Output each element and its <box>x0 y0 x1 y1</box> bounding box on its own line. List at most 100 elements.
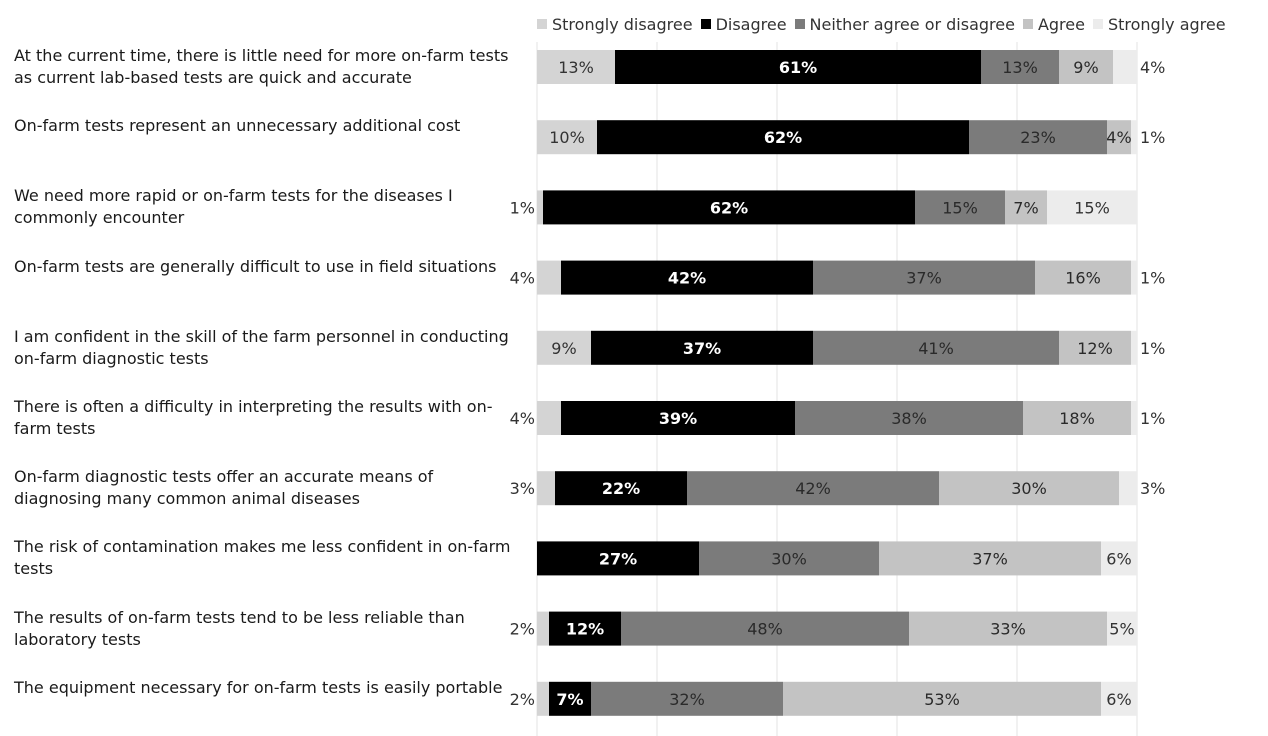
data-label: 7% <box>1013 198 1038 217</box>
data-label: 9% <box>1073 58 1098 77</box>
data-label: 2% <box>510 620 535 639</box>
bar-segment-neither-agree-or-disagree <box>969 120 1107 155</box>
legend: Strongly disagree Disagree Neither agree o… <box>537 13 1234 35</box>
legend-label: Neither agree or disagree <box>809 14 1015 34</box>
data-label: 1% <box>1140 409 1165 428</box>
data-label: 16% <box>1065 269 1101 288</box>
legend-swatch <box>1022 19 1033 29</box>
bar-segment-neither-agree-or-disagree <box>699 541 879 576</box>
bar-segment-strongly-disagree <box>537 50 615 84</box>
legend-label: Strongly disagree <box>552 14 693 34</box>
bar-segment-disagree <box>543 190 915 225</box>
bar-segment-neither-agree-or-disagree <box>813 260 1035 295</box>
bar-segment-neither-agree-or-disagree <box>591 681 783 716</box>
data-label: 42% <box>668 269 706 288</box>
data-label: 39% <box>659 409 697 428</box>
data-label: 38% <box>891 409 927 428</box>
bar-segment-strongly-disagree <box>537 401 561 435</box>
bar-segment-strongly-disagree <box>537 120 597 155</box>
legend-item-neither-agree-or-disagree: Neither agree or disagree <box>794 14 1015 34</box>
data-label: 48% <box>747 620 783 639</box>
data-label: 3% <box>1140 479 1165 498</box>
bar-segment-agree <box>1023 401 1131 435</box>
data-label: 37% <box>972 549 1008 568</box>
legend-label: Agree <box>1037 14 1085 34</box>
data-label: 1% <box>510 198 535 217</box>
bar-segment-agree <box>909 611 1107 646</box>
bar-segment-strongly-agree <box>1101 541 1137 576</box>
bar-segment-agree <box>1005 190 1047 225</box>
category-label: On-farm tests are generally difficult to… <box>14 256 497 276</box>
bar-segment-strongly-disagree <box>537 260 561 295</box>
bar-segment-strongly-disagree <box>537 611 549 646</box>
data-label: 9% <box>551 339 576 358</box>
data-label: 6% <box>1106 549 1131 568</box>
data-label: 53% <box>924 690 960 709</box>
data-label: 4% <box>1106 128 1131 147</box>
legend-item-strongly-disagree: Strongly disagree <box>537 15 693 34</box>
data-label: 2% <box>510 690 535 709</box>
bar-segment-strongly-agree <box>1131 260 1137 295</box>
bar-segment-strongly-disagree <box>537 190 543 225</box>
data-label: 22% <box>602 479 640 498</box>
data-label: 23% <box>1020 128 1056 147</box>
bar-segment-neither-agree-or-disagree <box>795 401 1023 435</box>
bar-segment-disagree <box>555 471 687 506</box>
data-label: 3% <box>510 479 535 498</box>
data-label: 15% <box>942 198 978 217</box>
data-label: 4% <box>1140 58 1165 77</box>
data-label: 1% <box>1140 269 1165 288</box>
bar-segment-neither-agree-or-disagree <box>621 611 909 646</box>
bar-segment-strongly-disagree <box>537 681 549 716</box>
bar-segment-neither-agree-or-disagree <box>915 190 1005 225</box>
data-label: 1% <box>1140 339 1165 358</box>
category-label: The equipment necessary for on-farm test… <box>14 677 503 697</box>
bar-segment-agree <box>939 471 1119 506</box>
bar-segment-neither-agree-or-disagree <box>981 50 1059 84</box>
data-label: 61% <box>779 58 817 77</box>
category-label: I am confident in the skill of the farm … <box>14 326 509 368</box>
bar-segment-neither-agree-or-disagree <box>813 330 1059 365</box>
data-label: 33% <box>990 620 1026 639</box>
bar-segment-strongly-agree <box>1119 471 1137 506</box>
legend-item-disagree: Disagree <box>700 15 787 34</box>
bar-segment-disagree <box>537 541 699 576</box>
data-label: 13% <box>1002 58 1038 77</box>
bar-segment-disagree <box>597 120 969 155</box>
data-label: 62% <box>764 128 802 147</box>
data-label: 42% <box>795 479 831 498</box>
data-label: 12% <box>566 620 604 639</box>
data-label: 30% <box>1011 479 1047 498</box>
data-label: 37% <box>683 339 721 358</box>
bar-segment-agree <box>879 541 1101 576</box>
legend-swatch <box>1092 19 1103 29</box>
bar-segment-disagree <box>561 401 795 435</box>
category-label: On-farm tests represent an unnecessary a… <box>14 116 461 136</box>
bar-segment-disagree <box>591 330 813 365</box>
category-label: We need more rapid or on-farm tests for … <box>14 186 453 228</box>
legend-swatch <box>537 19 547 29</box>
bar-segment-strongly-agree <box>1047 190 1137 225</box>
legend-swatch <box>794 19 805 29</box>
category-label: The risk of contamination makes me less … <box>14 537 511 579</box>
data-label: 4% <box>510 269 535 288</box>
bar-segment-strongly-disagree <box>537 471 555 506</box>
category-label: At the current time, there is little nee… <box>14 46 509 87</box>
bar-segment-agree <box>1107 120 1131 155</box>
legend-item-strongly-agree: Strongly agree <box>1092 14 1226 34</box>
data-label: 5% <box>1109 620 1134 639</box>
bar-segment-strongly-agree <box>1101 681 1137 716</box>
legend-label: Strongly agree <box>1107 14 1226 34</box>
data-label: 15% <box>1074 198 1110 217</box>
bar-segment-agree <box>1059 50 1113 84</box>
data-label: 37% <box>906 269 942 288</box>
bar-segment-agree <box>783 681 1101 716</box>
data-label: 32% <box>669 690 705 709</box>
bar-segment-strongly-agree <box>1131 401 1137 435</box>
data-label: 12% <box>1077 339 1113 358</box>
data-label: 1% <box>1140 128 1165 147</box>
data-label: 6% <box>1106 690 1131 709</box>
bar-segment-strongly-agree <box>1131 120 1137 155</box>
